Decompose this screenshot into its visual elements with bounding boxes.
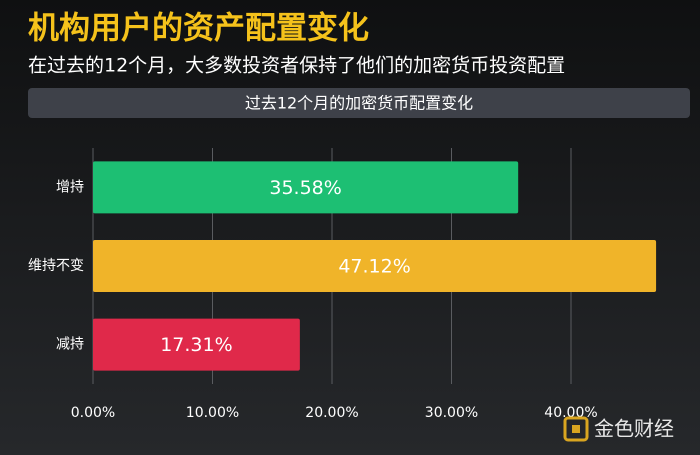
y-tick-label: 增持	[56, 179, 84, 195]
y-tick-label: 减持	[56, 337, 84, 353]
chart-title-banner	[28, 88, 690, 118]
bar	[93, 318, 300, 371]
bar	[93, 240, 657, 292]
x-tick-label: 20.00%	[305, 405, 358, 421]
y-tick-label: 维持不变	[28, 258, 84, 274]
x-tick-label: 0.00%	[71, 405, 115, 421]
watermark: 金色财经	[594, 417, 674, 441]
data-label: 17.31%	[160, 334, 232, 356]
bar	[93, 161, 519, 214]
data-label: 35.58%	[269, 177, 341, 199]
page-title: 机构用户的资产配置变化	[28, 11, 369, 47]
x-tick-label: 30.00%	[425, 405, 478, 421]
watermark-logo	[563, 416, 589, 442]
chart-title: 过去12个月的加密货币配置变化	[245, 94, 473, 113]
page-subtitle: 在过去的12个月，大多数投资者保持了他们的加密货币投资配置	[28, 55, 565, 77]
x-tick-label: 10.00%	[186, 405, 239, 421]
data-label: 47.12%	[338, 256, 410, 278]
